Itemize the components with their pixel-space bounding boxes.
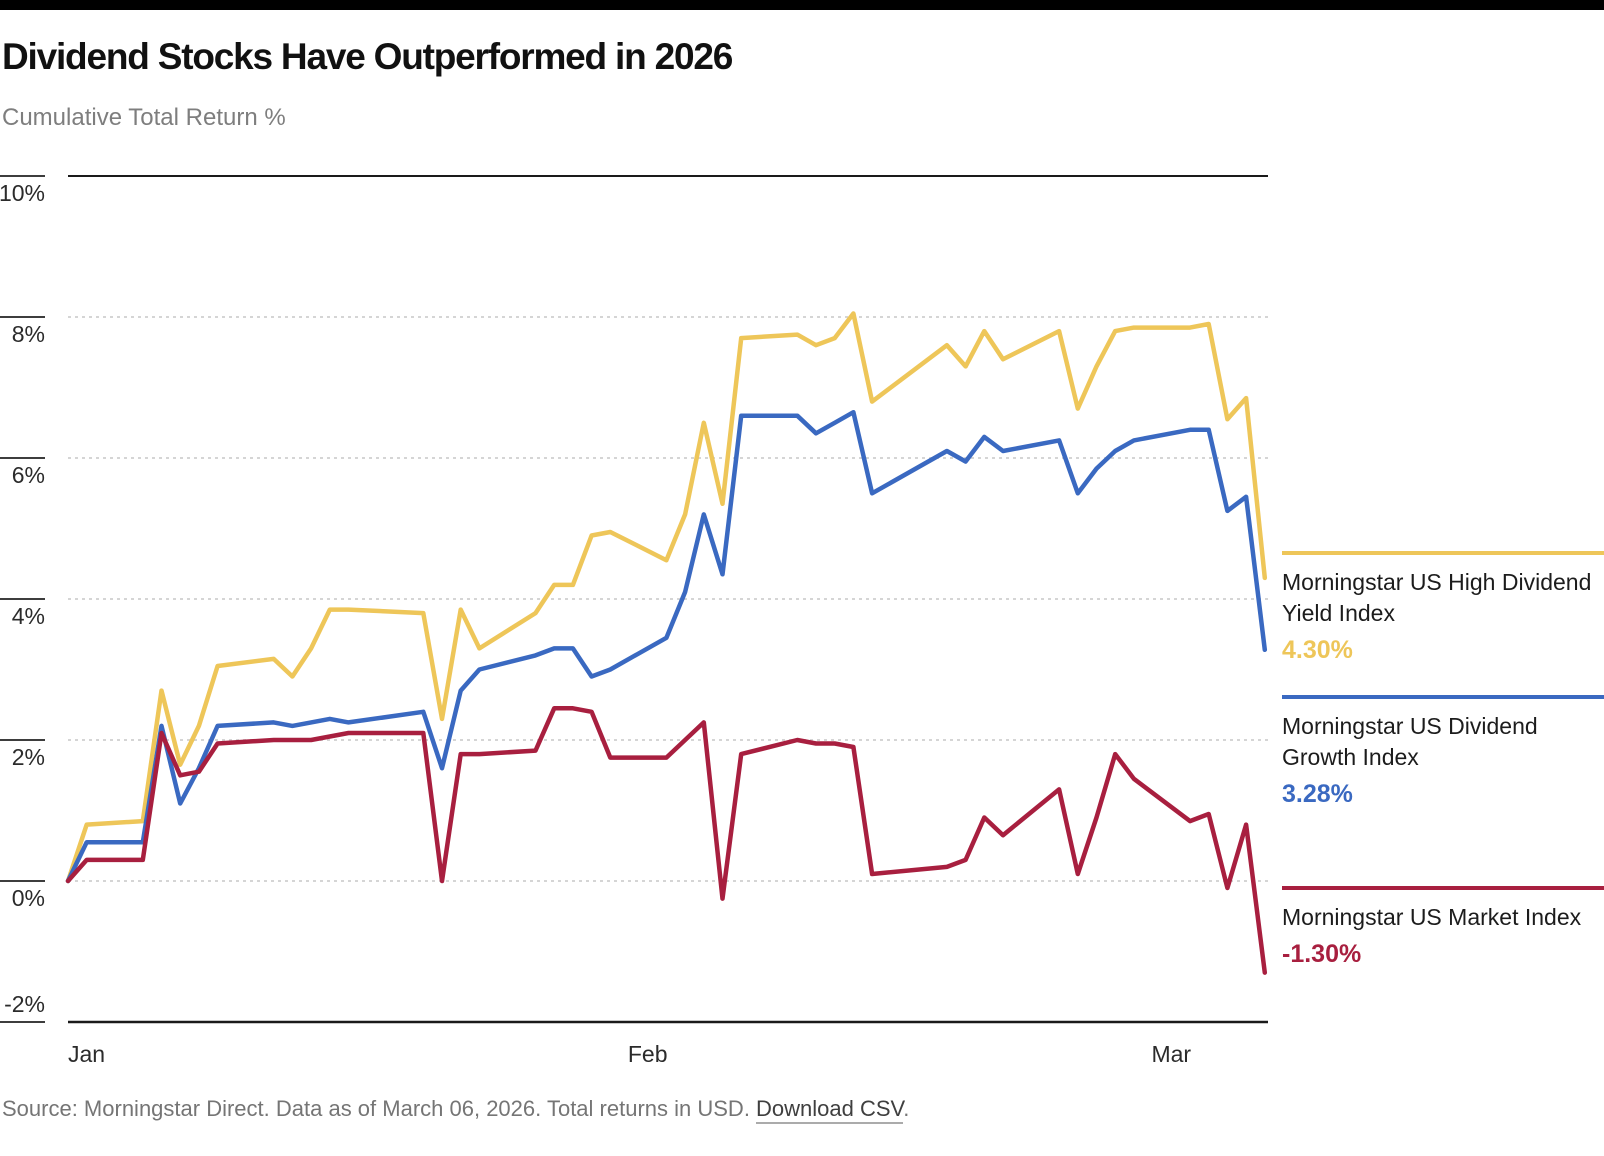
download-csv-link[interactable]: Download CSV [756,1096,904,1124]
legend-series-value: -1.30% [1282,940,1362,968]
y-axis-label: 4% [12,603,45,629]
series-line-market-index [65,706,1268,975]
y-axis-label: -2% [4,991,45,1017]
source-text-end: . [903,1096,910,1121]
series-line-dividend-growth [65,409,1268,884]
legend-entry-dividend-growth: Morningstar US Dividend Growth Index 3.2… [1282,695,1604,809]
legend-series-name: Morningstar US Dividend Growth Index [1282,713,1538,770]
legend-series-value: 4.30% [1282,636,1353,664]
legend-entry-high-dividend-yield: Morningstar US High Dividend Yield Index… [1282,551,1604,665]
y-axis-label: 6% [12,462,45,488]
legend-color-rule [1282,551,1604,555]
x-axis-label: Jan [68,1041,105,1067]
legend-series-value: 3.28% [1282,780,1353,808]
source-note: Source: Morningstar Direct. Data as of M… [2,1096,1402,1124]
page-subtitle: Cumulative Total Return % [2,104,286,131]
legend-series-name: Morningstar US High Dividend Yield Index [1282,569,1592,626]
source-text: Source: Morningstar Direct. Data as of M… [2,1096,757,1121]
legend-series-name: Morningstar US Market Index [1282,904,1582,930]
y-axis-label: 10% [0,180,45,206]
legend-color-rule [1282,695,1604,699]
top-bar [0,0,1604,10]
legend-entry-market-index: Morningstar US Market Index -1.30% [1282,886,1604,969]
series-line-high-dividend-yield [65,311,1268,884]
y-axis-label: 8% [12,321,45,347]
y-axis-label: 2% [12,744,45,770]
x-axis-label: Mar [1151,1041,1191,1067]
chart-svg: 10% 8% 6% 4% 2% 0% -2% Jan Feb Mar [0,175,1268,1067]
page-title: Dividend Stocks Have Outperformed in 202… [2,36,733,77]
x-axis-label: Feb [628,1041,668,1067]
y-axis-label: 0% [12,885,45,911]
legend-color-rule [1282,886,1604,890]
